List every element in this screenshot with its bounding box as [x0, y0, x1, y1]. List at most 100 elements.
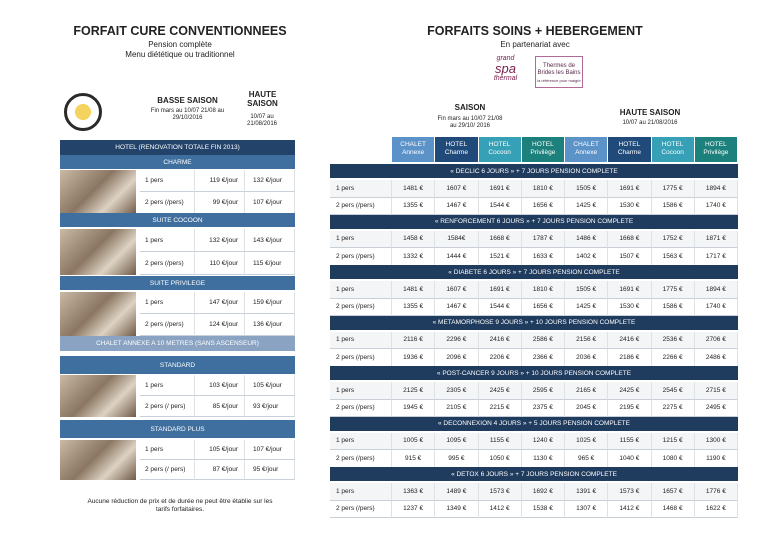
price: 1468 € — [651, 500, 695, 518]
logo-text: Thermes de — [542, 63, 575, 69]
price: 1391 € — [565, 483, 609, 501]
price: 2105 € — [435, 399, 479, 417]
price: 1215 € — [651, 432, 695, 450]
price: 1402 € — [565, 248, 609, 266]
photo — [60, 440, 136, 480]
price: 110 €/jour — [195, 252, 245, 275]
price: 103 €/jour — [195, 375, 245, 396]
price: 1573 € — [608, 483, 652, 501]
price: 2416 € — [478, 331, 522, 349]
price: 1355 € — [392, 298, 436, 316]
price: 1586 € — [651, 298, 695, 316]
row-label: 1 pers — [140, 375, 195, 396]
price: 1894 € — [694, 281, 738, 299]
group-bar: CHALET ANNEXE A 10 METRES (SANS ASCENSEU… — [60, 336, 295, 351]
row-label: 1 pers — [140, 292, 195, 314]
column-name: Charme — [444, 149, 468, 156]
price: 1507 € — [608, 248, 652, 266]
price: 1307 € — [565, 500, 609, 518]
price: 1005 € — [392, 432, 436, 450]
price: 1622 € — [694, 500, 738, 518]
price: 1458 € — [392, 230, 436, 248]
price: 2186 € — [608, 349, 652, 367]
season-title: HAUTE SAISON — [619, 108, 681, 117]
column-name: Privilège — [530, 149, 556, 156]
column-kind: HOTEL — [532, 141, 554, 148]
price: 1740 € — [694, 197, 738, 215]
season-title: BASSE SAISON — [157, 96, 218, 105]
price: 2266 € — [651, 349, 695, 367]
price: 105 €/jour — [245, 375, 295, 396]
price: 1691 € — [608, 281, 652, 299]
price: 2305 € — [435, 382, 479, 400]
price: 1444 € — [435, 248, 479, 266]
package-header: « DECONNEXION 4 JOURS » + 5 JOURS PENSIO… — [330, 416, 738, 431]
season-title: SAISON — [454, 103, 486, 112]
price: 2706 € — [694, 331, 738, 349]
photo — [60, 170, 136, 214]
price: 136 €/jour — [245, 314, 295, 336]
column-kind: HOTEL — [705, 141, 727, 148]
price: 1412 € — [478, 500, 522, 518]
price: 1538 € — [521, 500, 565, 518]
price: 965 € — [565, 450, 609, 468]
logo-text: grand — [496, 55, 515, 62]
price: 85 €/jour — [195, 396, 245, 417]
price: 1363 € — [392, 483, 436, 501]
row-label: 1 pers — [140, 170, 195, 192]
price: 107 €/jour — [245, 192, 295, 214]
price: 1190 € — [694, 450, 738, 468]
column-header: CHALET Annexe — [392, 137, 435, 162]
price: 119 €/jour — [195, 170, 245, 192]
price: 99 €/jour — [195, 192, 245, 214]
price: 1691 € — [608, 180, 652, 198]
column-name: Annexe — [402, 149, 425, 156]
price: 1481 € — [392, 180, 436, 198]
price: 2096 € — [435, 349, 479, 367]
logo: Thermes de Brides les Bains la référence p… — [535, 56, 583, 88]
price: 2036 € — [565, 349, 609, 367]
price: 1425 € — [565, 197, 609, 215]
row-label: 2 pers (/pers) — [330, 349, 392, 367]
price: 115 €/jour — [245, 252, 295, 275]
price: 1521 € — [478, 248, 522, 266]
price: 2586 € — [521, 331, 565, 349]
price: 1775 € — [651, 281, 695, 299]
price: 1692 € — [521, 483, 565, 501]
price: 1481 € — [392, 281, 436, 299]
photo — [60, 375, 136, 417]
row-label: 2 pers (/ pers) — [140, 396, 195, 417]
price: 132 €/jour — [245, 170, 295, 192]
section-header: CHARME — [60, 155, 295, 169]
price: 2275 € — [651, 399, 695, 417]
price: 1691 € — [478, 281, 522, 299]
season-dates: Fin mars au 10/07 21/08 au 29/10/2016 — [150, 108, 225, 121]
subtitle: Menu diététique ou traditionnel — [125, 50, 235, 59]
price: 1130 € — [521, 450, 565, 468]
price: 1080 € — [651, 450, 695, 468]
price: 1657 € — [651, 483, 695, 501]
price: 2116 € — [392, 331, 436, 349]
price: 1237 € — [392, 500, 436, 518]
price: 1544 € — [478, 197, 522, 215]
column-name: Annexe — [575, 149, 598, 156]
price: 2165 € — [565, 382, 609, 400]
package-header: « DETOX 6 JOURS » + 7 JOURS PENSION COMP… — [330, 467, 738, 481]
partner: En partenariat avec — [500, 40, 570, 49]
price: 143 €/jour — [245, 229, 295, 252]
column-kind: HOTEL — [445, 141, 468, 148]
row-label: 2 pers (/pers) — [140, 192, 195, 214]
row-label: 1 pers — [330, 230, 392, 248]
price: 1425 € — [565, 298, 609, 316]
photo — [60, 229, 136, 275]
price: 1752 € — [651, 230, 695, 248]
package-header: « DECLIC 6 JOURS » + 7 JOURS PENSION COM… — [330, 164, 738, 178]
title: FORFAITS SOINS + HEBERGEMENT — [427, 24, 643, 38]
price: 147 €/jour — [195, 292, 245, 314]
price: 1871 € — [694, 230, 738, 248]
group-bar: HOTEL (RENOVATION TOTALE FIN 2013) — [60, 140, 295, 155]
logo: grand spa thermal — [483, 54, 528, 92]
price: 2495 € — [694, 399, 738, 417]
price: 1412 € — [608, 500, 652, 518]
price: 1489 € — [435, 483, 479, 501]
